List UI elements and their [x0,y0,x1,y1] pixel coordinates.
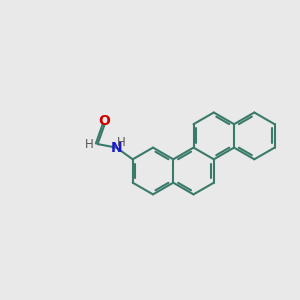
Text: H: H [85,138,94,151]
Text: H: H [117,136,126,149]
Text: O: O [99,114,111,128]
Text: N: N [110,141,122,154]
